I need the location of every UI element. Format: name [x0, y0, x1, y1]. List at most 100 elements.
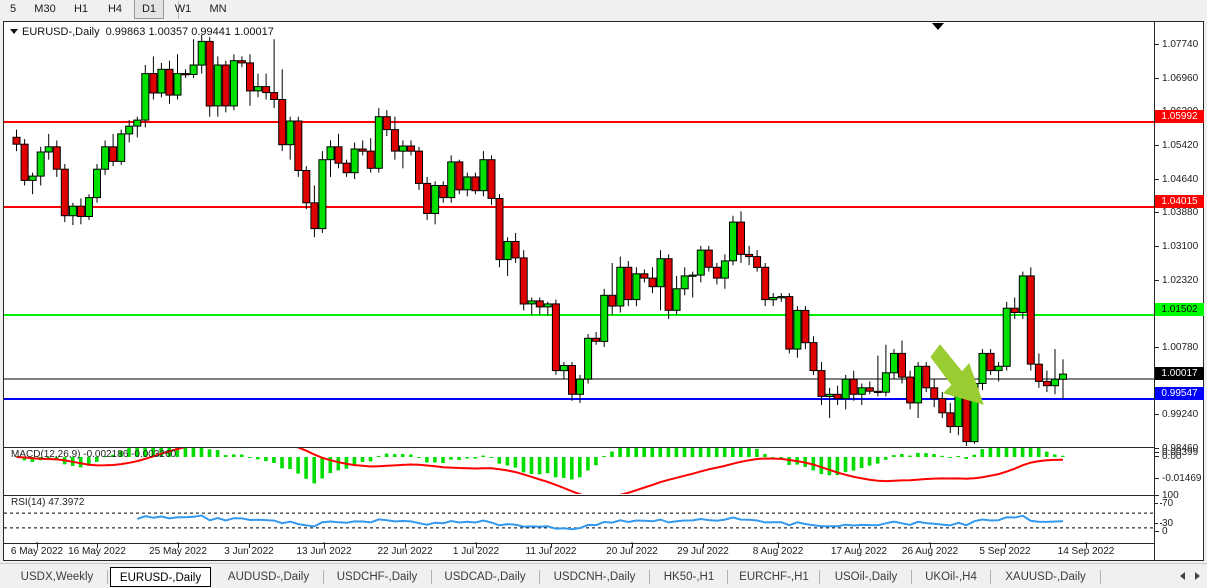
symbol-period-label: EURUSD-,Daily — [22, 26, 100, 38]
symbol-tab-xauusddaily[interactable]: XAUUSD-,Daily — [1005, 571, 1086, 583]
candle-body — [898, 352, 906, 378]
candle-body — [640, 273, 649, 279]
date-tick-mark — [37, 544, 38, 548]
tab-scroll-right-icon[interactable] — [1195, 572, 1200, 580]
price-tick-label: 1.03880 — [1155, 207, 1204, 219]
chart-header: EURUSD-,Daily 0.99863 1.00357 0.99441 1.0… — [10, 26, 274, 39]
macd-hist-bar — [731, 448, 735, 457]
macd-hist-bar — [586, 457, 590, 471]
price-tick-label: 1.02320 — [1155, 275, 1204, 287]
candle-body — [922, 365, 931, 389]
macd-hist-bar — [320, 457, 324, 479]
candle-body — [978, 352, 987, 384]
date-axis-label: 13 Jun 2022 — [296, 546, 352, 557]
candle-body — [519, 257, 528, 305]
tick-mark — [1155, 452, 1159, 453]
candle-body — [197, 40, 206, 66]
candle-body — [382, 116, 391, 131]
symbol-tab-usdcnhdaily[interactable]: USDCNH-,Daily — [553, 571, 636, 583]
symbol-tab-usdcaddaily[interactable]: USDCAD-,Daily — [444, 571, 526, 583]
tab-scroll-left-icon[interactable] — [1180, 572, 1185, 580]
macd-hist-bar — [980, 449, 985, 457]
macd-hist-bar — [908, 455, 912, 457]
price-level-badge[interactable]: 1.04015 — [1155, 195, 1204, 208]
candle-body — [551, 303, 560, 372]
price-scale[interactable]: 1.077401.069601.062001.054201.046401.038… — [1154, 22, 1204, 560]
price-tick-label: 1.07740 — [1155, 39, 1204, 51]
rsi-pane[interactable] — [4, 495, 1155, 543]
candle-body — [366, 150, 375, 169]
macd-hist-bar — [248, 457, 252, 458]
symbol-tab-usoildaily[interactable]: USOil-,Daily — [834, 571, 898, 583]
price-level-badge[interactable]: 1.05992 — [1155, 110, 1204, 123]
symbol-tab-bar[interactable]: USDX,Weekly EURUSD-,Daily AUDUSD-,Daily USD… — [0, 563, 1207, 588]
candle-body — [1051, 378, 1059, 387]
tick-mark — [1155, 212, 1159, 213]
macd-hist-bar — [312, 457, 316, 484]
candle-body — [761, 266, 770, 301]
tab-divider — [727, 570, 728, 584]
macd-hist-bar — [449, 457, 453, 460]
symbol-tab-hk50h1[interactable]: HK50-,H1 — [663, 571, 715, 583]
down-arrow-annotation[interactable] — [930, 344, 984, 405]
macd-pane[interactable] — [4, 447, 1155, 494]
price-level-badge[interactable]: 1.01502 — [1155, 303, 1204, 316]
symbol-tab-audusddaily[interactable]: AUDUSD-,Daily — [227, 571, 310, 583]
timeframe-button-5[interactable]: 5 — [9, 3, 17, 15]
toolbar-divider — [178, 1, 179, 19]
timeframe-button-d1[interactable]: D1 — [134, 0, 164, 19]
macd-hist-bar — [465, 457, 469, 459]
candle-body — [930, 387, 939, 400]
macd-hist-bar — [159, 448, 163, 457]
chart-frame[interactable]: 6 May 2022 16 May 2022 25 May 2022 3 Jun 20… — [3, 21, 1204, 561]
date-tick-mark — [1005, 544, 1006, 548]
candle-body — [189, 64, 198, 75]
symbol-tab-eurchfh1[interactable]: EURCHF-,H1 — [739, 571, 809, 583]
tick-mark — [1155, 414, 1159, 415]
candle-body — [463, 176, 472, 191]
timeframe-button-h4[interactable]: H4 — [107, 3, 123, 15]
candle-body — [576, 378, 584, 395]
timeframe-button-m30[interactable]: M30 — [34, 3, 56, 15]
candle-body — [495, 198, 504, 261]
macd-hist-bar — [409, 454, 413, 457]
candle-body — [85, 197, 93, 218]
symbol-tab-usdxweekly[interactable]: USDX,Weekly — [20, 571, 94, 583]
timeframe-button-mn[interactable]: MN — [209, 3, 227, 15]
candle-body — [1034, 363, 1043, 382]
macd-hist-bar — [239, 454, 244, 457]
macd-hist-bar — [231, 454, 236, 457]
date-tick-mark — [551, 544, 552, 548]
symbol-tab-ukoilh4[interactable]: UKOil-,H4 — [925, 571, 977, 583]
price-level-badge[interactable]: 0.99547 — [1155, 387, 1204, 400]
candle-body — [246, 62, 254, 92]
candle-body — [616, 266, 625, 307]
candle-body — [229, 60, 238, 107]
symbol-tab-usdchfdaily[interactable]: USDCHF-,Daily — [336, 571, 418, 583]
candle-body — [125, 125, 134, 135]
candle-body — [720, 260, 729, 279]
candle-body — [664, 258, 673, 311]
macd-hist-bar — [352, 457, 357, 465]
macd-hist-bar — [924, 453, 928, 457]
candle-body — [302, 170, 311, 204]
macd-hist-bar — [1012, 448, 1017, 457]
candle-body — [398, 145, 407, 152]
macd-hist-bar — [1061, 455, 1065, 457]
candle-body — [737, 221, 745, 255]
candle-body — [1018, 275, 1027, 313]
tab-divider — [323, 570, 324, 584]
macd-hist-bar — [521, 457, 526, 473]
tick-mark — [1155, 503, 1162, 504]
macd-hist-bar — [650, 448, 655, 457]
macd-hist-bar — [328, 457, 333, 474]
price-level-badge[interactable]: 1.00017 — [1155, 367, 1204, 380]
timeframe-button-h1[interactable]: H1 — [73, 3, 89, 15]
chevron-down-icon[interactable] — [10, 29, 18, 34]
price-pane[interactable] — [4, 22, 1155, 446]
macd-hist-bar — [135, 448, 139, 457]
tick-mark — [1155, 448, 1159, 449]
timeframe-button-w1[interactable]: W1 — [174, 3, 192, 15]
symbol-tab-eurusddaily[interactable]: EURUSD-,Daily — [110, 567, 211, 587]
macd-hist-bar — [417, 457, 421, 458]
